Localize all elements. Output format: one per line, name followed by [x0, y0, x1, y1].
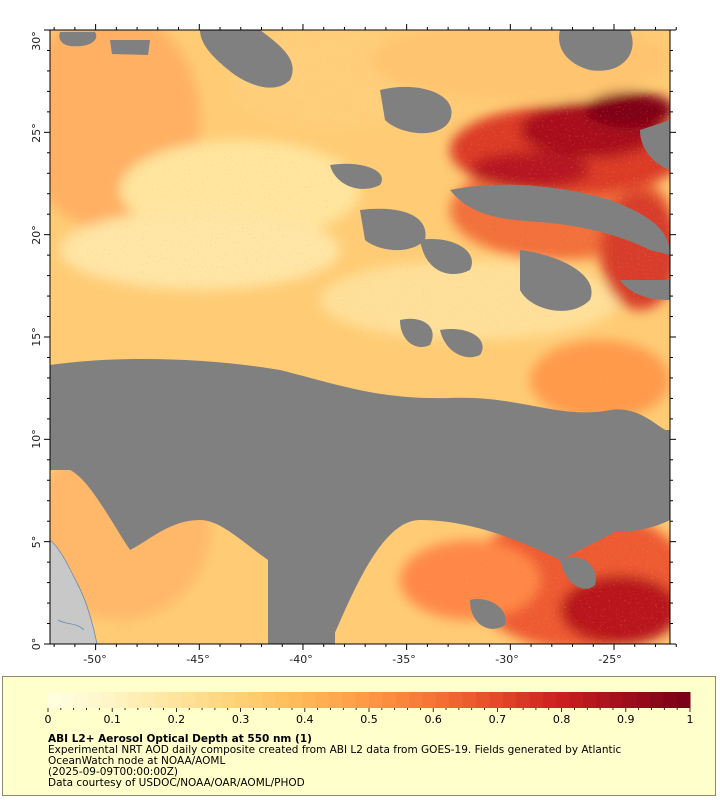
lat-label-25: 25°	[30, 123, 43, 143]
lon-label-25: -25°	[598, 653, 621, 666]
lon-label-50: -50°	[83, 653, 106, 666]
lat-label-0: 0°	[30, 638, 43, 651]
lat-label-5: 5°	[30, 536, 43, 549]
aod-field	[50, 30, 670, 644]
axis-ticks	[44, 24, 677, 650]
lat-label-10: 10°	[30, 429, 43, 449]
lon-label-35: -35°	[392, 653, 415, 666]
legend-title: ABI L2+ Aerosol Optical Depth at 550 nm …	[48, 733, 312, 745]
legend-text: ABI L2+ Aerosol Optical Depth at 550 nm …	[48, 734, 708, 789]
lat-label-15: 15°	[30, 327, 43, 347]
lat-label-30: 30°	[30, 31, 43, 51]
no-data-mask	[50, 30, 670, 644]
legend-credit: Data courtesy of USDOC/NOAA/OAR/AOML/PHO…	[48, 777, 305, 789]
lon-label-45: -45°	[186, 653, 209, 666]
aod-map: 30° 25° 20° 15° 10° 5° 0° -50° -45° -40°…	[30, 24, 677, 666]
legend-date: (2025-09-09T00:00:00Z)	[48, 766, 178, 778]
lon-label-40: -40°	[289, 653, 312, 666]
lat-label-20: 20°	[30, 225, 43, 245]
legend-description-cont: OceanWatch node at NOAA/AOML	[48, 755, 226, 767]
lon-label-30: -30°	[495, 653, 518, 666]
legend-description: Experimental NRT AOD daily composite cre…	[48, 744, 622, 756]
land-area	[50, 539, 98, 644]
